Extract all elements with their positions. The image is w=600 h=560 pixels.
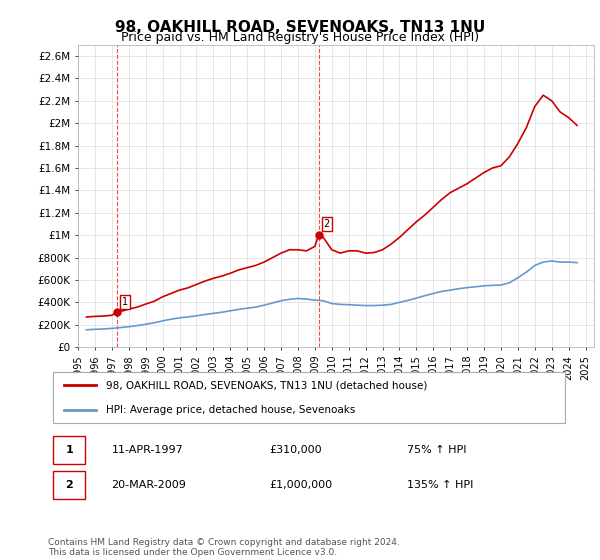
Text: 1: 1 [65,445,73,455]
Text: 2: 2 [65,480,73,491]
Text: 75% ↑ HPI: 75% ↑ HPI [407,445,467,455]
Text: 98, OAKHILL ROAD, SEVENOAKS, TN13 1NU: 98, OAKHILL ROAD, SEVENOAKS, TN13 1NU [115,20,485,35]
Text: 2: 2 [323,220,330,230]
FancyBboxPatch shape [53,436,85,464]
Text: Price paid vs. HM Land Registry's House Price Index (HPI): Price paid vs. HM Land Registry's House … [121,31,479,44]
Text: 135% ↑ HPI: 135% ↑ HPI [407,480,473,491]
FancyBboxPatch shape [53,471,85,500]
Text: £310,000: £310,000 [270,445,322,455]
Text: Contains HM Land Registry data © Crown copyright and database right 2024.
This d: Contains HM Land Registry data © Crown c… [48,538,400,557]
Text: 11-APR-1997: 11-APR-1997 [112,445,183,455]
Text: 1: 1 [122,297,128,307]
Text: 20-MAR-2009: 20-MAR-2009 [112,480,186,491]
FancyBboxPatch shape [53,372,565,423]
Text: HPI: Average price, detached house, Sevenoaks: HPI: Average price, detached house, Seve… [106,405,355,415]
Text: 98, OAKHILL ROAD, SEVENOAKS, TN13 1NU (detached house): 98, OAKHILL ROAD, SEVENOAKS, TN13 1NU (d… [106,380,427,390]
Text: £1,000,000: £1,000,000 [270,480,333,491]
